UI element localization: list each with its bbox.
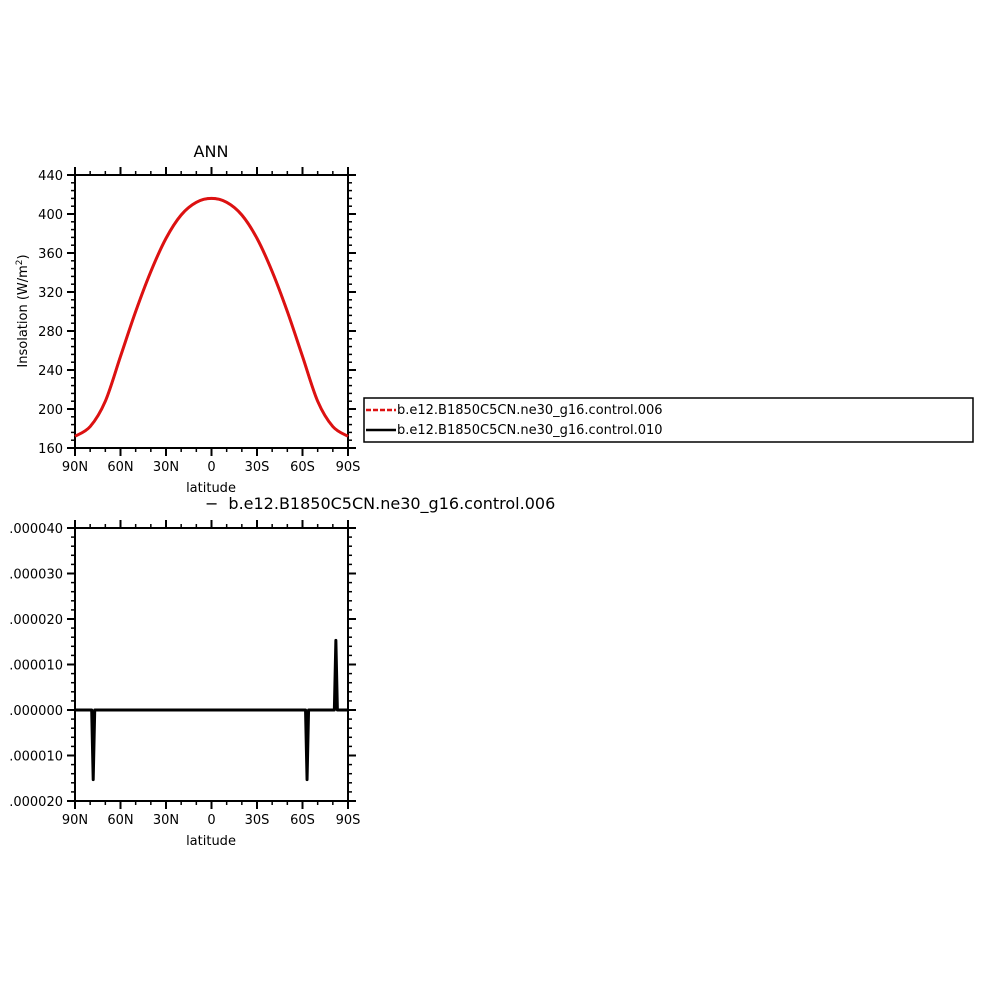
x-tick-label: 90S xyxy=(336,813,361,828)
x-tick-label: 90N xyxy=(62,460,88,475)
x-tick-label: 30S xyxy=(245,813,270,828)
bottom-title-text: b.e12.B1850C5CN.ne30_g16.control.006 xyxy=(228,494,555,514)
legend-label-control-010: b.e12.B1850C5CN.ne30_g16.control.010 xyxy=(397,423,663,438)
x-tick-label: 0 xyxy=(207,813,215,828)
top-plot-frame xyxy=(74,174,349,449)
legend-label-control-006: b.e12.B1850C5CN.ne30_g16.control.006 xyxy=(397,403,663,418)
y-tick-label: .000010 xyxy=(9,659,63,674)
y-tick-label: 440 xyxy=(38,169,63,184)
y-axis-label-close: ) xyxy=(16,254,31,259)
legend-box xyxy=(363,397,974,443)
y-tick-label: 280 xyxy=(38,325,63,340)
bottom-y-ticks: .000040 .000030 .000020 .000010 .000000 .0000… xyxy=(9,522,356,810)
x-tick-label: 60N xyxy=(107,460,133,475)
series-line-006 xyxy=(74,196,349,438)
x-tick-label: 30N xyxy=(153,813,179,828)
x-tick-label: 90N xyxy=(62,813,88,828)
difference-panel: − b.e12.B1850C5CN.ne30_g16.control.006 90… xyxy=(9,494,555,849)
series-line-010 xyxy=(74,197,349,438)
y-tick-label: .000020 xyxy=(9,795,63,810)
x-tick-label: 60S xyxy=(290,460,315,475)
bottom-title-prefix: − xyxy=(205,494,218,513)
y-tick-label: 400 xyxy=(38,208,63,223)
x-tick-label: 0 xyxy=(207,460,215,475)
y-axis-label-main: Insolation (W/m xyxy=(16,265,31,367)
top-y-ticks: 160 200 240 280 320 360 400 440 xyxy=(38,169,356,457)
y-tick-label: .000030 xyxy=(9,568,63,583)
x-tick-label: 90S xyxy=(336,460,361,475)
y-tick-label: 360 xyxy=(38,247,63,262)
top-x-ticks: 90N 60N 30N 0 30S 60S 90S xyxy=(62,167,361,475)
y-tick-label: .000040 xyxy=(9,522,63,537)
bottom-x-axis-label: latitude xyxy=(186,834,236,849)
y-tick-label: .000000 xyxy=(9,704,63,719)
x-tick-label: 30S xyxy=(245,460,270,475)
bottom-series-lines xyxy=(75,638,348,782)
x-tick-label: 30N xyxy=(153,460,179,475)
bottom-chart-title: − b.e12.B1850C5CN.ne30_g16.control.006 xyxy=(205,494,555,514)
legend: b.e12.B1850C5CN.ne30_g16.control.006 b.e… xyxy=(363,397,974,443)
insolation-panel: ANN 90N 60N 30N 0 30S 60S 90S 160 200 240 280 320 3… xyxy=(15,142,360,496)
series-line-difference xyxy=(75,638,348,782)
y-tick-label: 200 xyxy=(38,403,63,418)
top-x-axis-label: latitude xyxy=(186,481,236,496)
y-tick-label: .000020 xyxy=(9,613,63,628)
y-tick-label: 240 xyxy=(38,364,63,379)
bottom-x-ticks: 90N 60N 30N 0 30S 60S 90S xyxy=(62,520,361,828)
top-series-lines xyxy=(74,196,349,438)
x-tick-label: 60S xyxy=(290,813,315,828)
y-axis-label-sup: 2 xyxy=(15,259,25,265)
top-chart-title: ANN xyxy=(194,142,229,161)
x-tick-label: 60N xyxy=(107,813,133,828)
y-tick-label: 160 xyxy=(38,442,63,457)
y-tick-label: 320 xyxy=(38,286,63,301)
y-tick-label: .000010 xyxy=(9,750,63,765)
top-y-axis-label: Insolation (W/m2) xyxy=(15,254,31,367)
